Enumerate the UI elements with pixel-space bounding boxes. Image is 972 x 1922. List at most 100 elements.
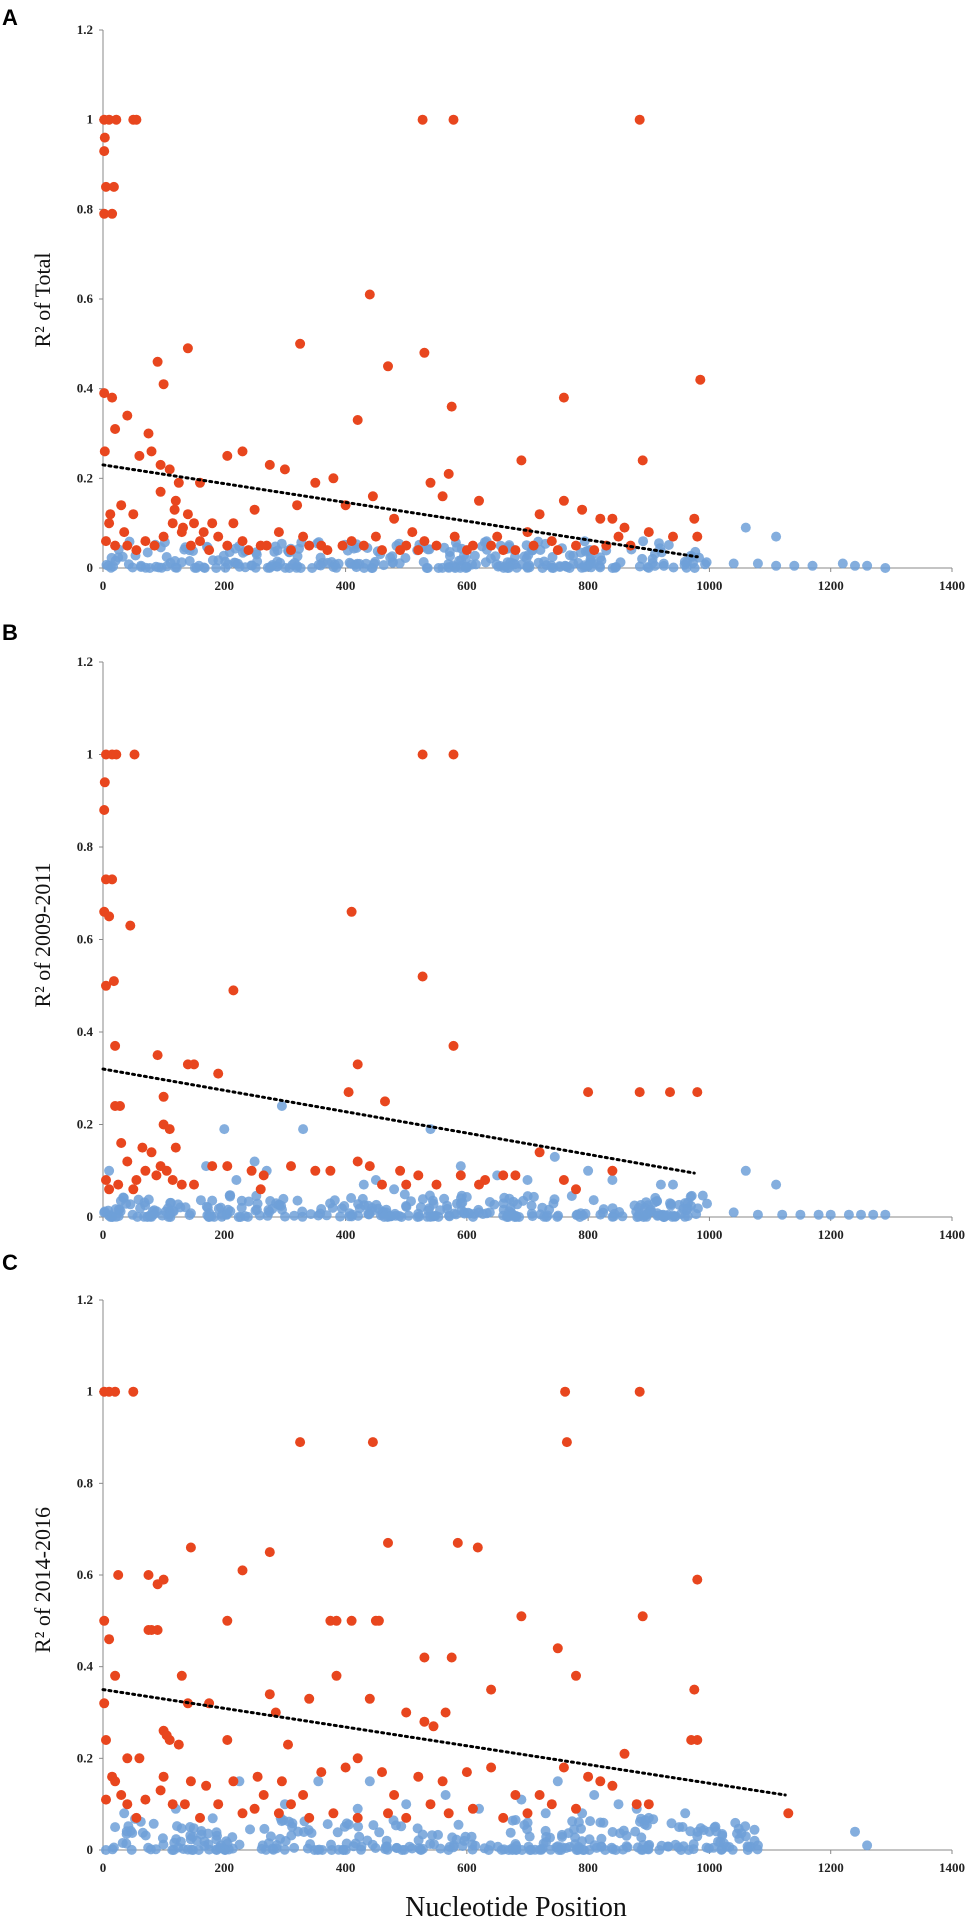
red-point — [558, 495, 569, 506]
red-point — [367, 1437, 378, 1448]
blue-point — [307, 563, 318, 573]
blue-point — [850, 1826, 860, 1837]
blue-point — [104, 1165, 115, 1176]
red-point — [101, 1175, 111, 1185]
blue-point — [427, 1195, 438, 1206]
blue-point — [211, 1844, 221, 1855]
red-point — [249, 1803, 260, 1814]
red-point — [419, 1716, 430, 1727]
red-point — [343, 1087, 354, 1098]
blue-point — [571, 1845, 582, 1855]
blue-point — [680, 1808, 691, 1819]
red-point — [292, 500, 303, 511]
y-tick-label: 0.4 — [77, 1659, 94, 1674]
blue-point — [284, 1816, 294, 1827]
blue-point — [771, 1179, 782, 1190]
blue-point — [548, 563, 559, 573]
red-point — [140, 536, 151, 547]
red-point — [167, 518, 178, 529]
red-point — [101, 536, 111, 547]
red-point — [101, 181, 111, 192]
blue-point — [439, 1193, 450, 1204]
red-point — [131, 1175, 142, 1185]
blue-point — [718, 1838, 729, 1849]
blue-point — [406, 1196, 416, 1207]
blue-point — [195, 1195, 206, 1206]
red-point — [446, 401, 457, 412]
red-point — [185, 540, 196, 551]
blue-point — [742, 1845, 753, 1855]
blue-point — [390, 1208, 400, 1219]
red-point — [189, 518, 199, 529]
red-point — [358, 540, 369, 551]
blue-point — [184, 556, 195, 566]
blue-point — [688, 1839, 699, 1850]
red-point — [589, 545, 600, 556]
blue-point — [685, 1826, 696, 1837]
red-point — [370, 531, 381, 542]
blue-point — [685, 1191, 696, 1202]
red-point — [264, 1547, 275, 1558]
blue-point — [740, 1831, 751, 1842]
red-point — [195, 1812, 205, 1823]
blue-point — [548, 1198, 559, 1209]
blue-point — [429, 1839, 439, 1850]
red-point — [534, 509, 545, 520]
red-point — [116, 1138, 127, 1148]
blue-point — [813, 1209, 824, 1220]
blue-point — [843, 1209, 854, 1220]
x-tick-label: 400 — [336, 578, 356, 593]
red-point — [99, 1698, 110, 1709]
blue-point — [184, 1210, 195, 1221]
red-point — [189, 1059, 199, 1070]
red-point — [99, 805, 110, 815]
red-point — [111, 749, 122, 760]
blue-point — [540, 1825, 551, 1836]
blue-point — [399, 1189, 410, 1200]
red-point — [689, 1684, 700, 1695]
blue-point — [364, 1776, 375, 1787]
red-point — [583, 1087, 594, 1098]
red-point — [455, 1170, 466, 1181]
red-point — [377, 1179, 387, 1190]
blue-point — [459, 1835, 470, 1846]
blue-point — [146, 1211, 157, 1222]
red-point — [417, 971, 428, 982]
blue-point — [850, 560, 860, 571]
blue-point — [467, 1844, 478, 1855]
red-point — [637, 455, 648, 466]
red-point — [169, 504, 180, 515]
blue-point — [99, 1206, 110, 1217]
x-axis-title: Nucleotide Position — [405, 1892, 627, 1922]
red-point — [407, 527, 418, 538]
red-point — [389, 513, 400, 524]
blue-point — [158, 1839, 169, 1850]
blue-point — [137, 1827, 148, 1838]
red-point — [158, 1091, 169, 1102]
blue-point — [329, 1195, 340, 1206]
blue-point — [586, 557, 597, 568]
red-point — [261, 540, 272, 551]
blue-point — [427, 1830, 438, 1841]
red-point — [270, 1707, 281, 1718]
blue-point — [444, 1211, 455, 1222]
x-tick-label: 400 — [336, 1860, 356, 1875]
blue-point — [752, 1209, 763, 1220]
blue-point — [611, 562, 622, 572]
red-point — [143, 1570, 154, 1580]
blue-point — [618, 1844, 628, 1855]
red-point — [295, 1437, 306, 1448]
blue-point — [509, 559, 520, 570]
blue-point — [777, 1209, 788, 1220]
blue-point — [233, 558, 243, 569]
blue-point — [223, 559, 233, 570]
blue-point — [211, 1834, 222, 1845]
red-point — [486, 1762, 497, 1773]
blue-point — [577, 1836, 587, 1847]
red-point — [176, 1179, 187, 1190]
red-point — [419, 536, 430, 547]
red-point — [185, 1542, 196, 1553]
blue-point — [447, 1832, 458, 1843]
red-point — [304, 540, 315, 551]
blue-point — [470, 559, 481, 570]
